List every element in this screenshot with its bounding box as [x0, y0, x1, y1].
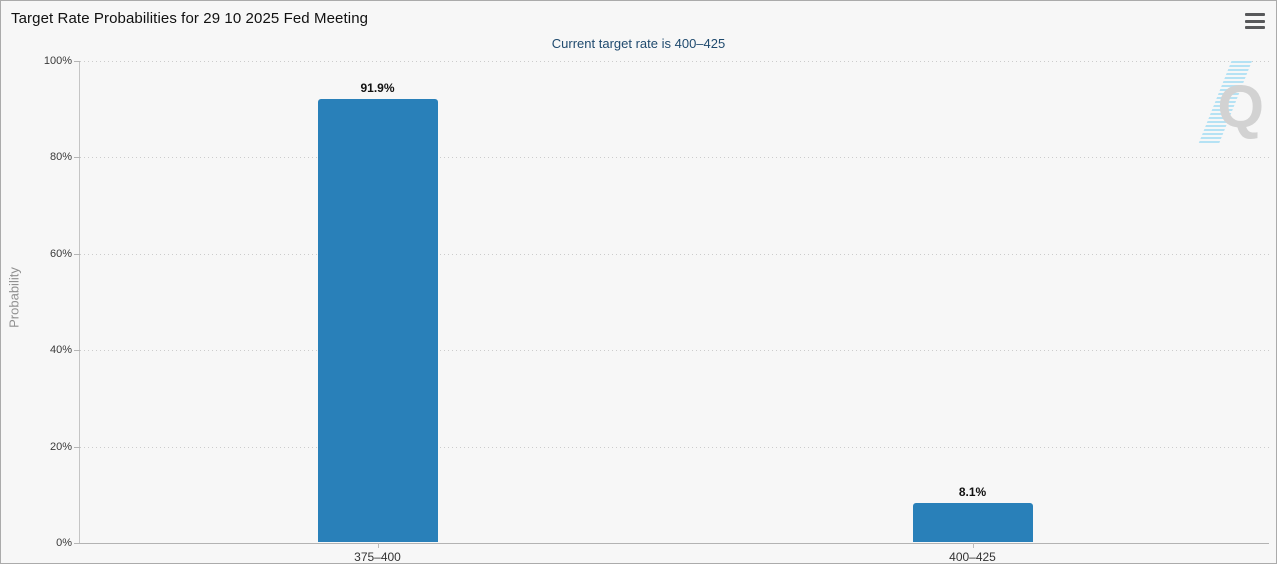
y-axis-tick — [74, 446, 80, 448]
probability-bar[interactable] — [317, 99, 438, 542]
bar-value-label: 91.9% — [360, 81, 395, 96]
hamburger-menu-icon[interactable] — [1245, 13, 1265, 29]
hamburger-bar — [1245, 26, 1265, 29]
y-axis-tick — [74, 350, 80, 352]
y-axis-tick-label: 0% — [56, 537, 72, 549]
x-axis-tick — [377, 543, 379, 548]
y-axis-tick — [74, 61, 80, 62]
hamburger-bar — [1245, 19, 1265, 23]
x-axis-tick-label: 375–400 — [354, 550, 401, 564]
y-gridline — [80, 253, 1269, 255]
x-axis-line — [74, 543, 1269, 544]
y-axis-tick-label: 60% — [49, 247, 72, 260]
y-axis-tick — [74, 543, 80, 544]
y-axis-tick-label: 20% — [49, 440, 72, 453]
hamburger-bar — [1245, 13, 1265, 16]
y-gridline — [80, 61, 1269, 62]
x-axis-tick-label: 400–425 — [949, 550, 996, 564]
y-axis-tick — [74, 157, 80, 159]
probability-bar[interactable] — [912, 502, 1033, 542]
y-gridline — [80, 157, 1269, 159]
bar-value-label: 8.1% — [958, 484, 987, 499]
chart-subtitle: Current target rate is 400–425 — [551, 36, 726, 51]
y-axis-tick-label: 100% — [43, 55, 72, 67]
y-gridline — [80, 350, 1269, 352]
plot-area: 0% 20% 40% 60% 80% 100% 91.9% 375–400 8.1% 400–42… — [44, 55, 1269, 563]
chart-title: Target Rate Probabilities for 29 10 2025… — [11, 10, 369, 27]
y-axis-tick-label: 80% — [49, 151, 72, 164]
y-axis-title: Probability — [6, 267, 22, 328]
y-gridline — [80, 446, 1269, 448]
x-axis-tick — [972, 543, 974, 548]
y-axis-tick-label: 40% — [49, 344, 72, 357]
y-axis-tick — [74, 253, 80, 255]
